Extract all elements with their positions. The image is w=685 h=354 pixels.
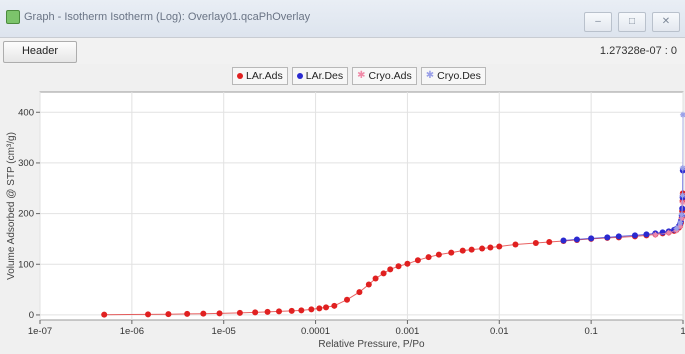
y-tick-label: 300 <box>18 158 34 169</box>
data-point-cryo-des <box>677 219 684 226</box>
y-axis-label: Volume Adsorbed @ STP (cm³/g) <box>6 132 17 280</box>
data-point-lar-ads <box>387 266 394 273</box>
data-point-lar-ads <box>487 244 494 251</box>
data-point-lar-ads <box>165 311 172 318</box>
data-point-lar-ads <box>512 241 519 248</box>
data-point-lar-ads <box>264 308 271 315</box>
chart-legend: LAr.Ads LAr.Des ✱ Cryo.Ads ✱ Cryo.Des <box>232 67 486 85</box>
data-point-lar-des <box>631 232 638 239</box>
data-point-cryo-des <box>679 192 685 199</box>
y-tick-label: 200 <box>18 209 34 220</box>
data-point-lar-ads <box>200 310 207 317</box>
data-point-lar-ads <box>331 302 338 309</box>
cursor-readout: 1.27328e-07 : 0 <box>599 45 677 57</box>
data-point-lar-ads <box>414 257 421 264</box>
data-point-lar-ads <box>184 310 191 317</box>
legend-label: LAr.Des <box>305 70 344 82</box>
legend-circle-marker-icon <box>296 73 303 79</box>
data-point-lar-ads <box>479 245 486 252</box>
legend-star-marker-icon: ✱ <box>357 70 366 81</box>
data-point-lar-ads <box>216 310 223 317</box>
data-point-cryo-ads <box>652 231 659 238</box>
data-point-lar-ads <box>395 263 402 270</box>
data-point-cryo-des <box>679 111 685 118</box>
data-point-lar-ads <box>145 311 152 318</box>
data-point-lar-ads <box>323 304 330 311</box>
minimize-icon[interactable]: – <box>584 12 612 32</box>
x-tick-label: 0.001 <box>396 326 420 337</box>
header-button[interactable]: Header <box>3 41 77 63</box>
legend-item-cryo-ads[interactable]: ✱ Cryo.Ads <box>352 67 417 85</box>
data-point-lar-ads <box>468 246 475 253</box>
data-point-lar-ads <box>276 308 283 315</box>
legend-item-cryo-des[interactable]: ✱ Cryo.Des <box>420 67 486 85</box>
plot-area <box>39 91 684 321</box>
data-point-lar-ads <box>546 238 553 245</box>
data-point-lar-ads <box>404 260 411 267</box>
window-title: Graph - Isotherm Isotherm (Log): Overlay… <box>24 11 311 23</box>
data-point-lar-ads <box>448 249 455 256</box>
data-point-lar-ads <box>459 247 466 254</box>
legend-circle-marker-icon <box>237 73 243 79</box>
toolbar: Header 1.27328e-07 : 0 <box>0 38 685 64</box>
legend-item-lar-ads[interactable]: LAr.Ads <box>232 67 288 85</box>
x-tick-label: 1e-07 <box>28 326 52 337</box>
app-icon <box>6 10 20 24</box>
data-point-lar-ads <box>425 254 432 261</box>
legend-label: Cryo.Ads <box>368 70 412 82</box>
data-point-lar-des <box>604 234 611 241</box>
x-tick-label: 0.0001 <box>301 326 330 337</box>
data-point-lar-ads <box>372 275 379 282</box>
data-point-lar-des <box>573 236 580 243</box>
data-point-cryo-des <box>673 225 680 232</box>
data-point-lar-ads <box>496 243 503 250</box>
data-point-lar-des <box>560 237 567 244</box>
data-point-lar-ads <box>236 309 243 316</box>
data-point-lar-des <box>615 233 622 240</box>
data-point-lar-ads <box>435 251 442 258</box>
x-tick-label: 1 <box>680 326 685 337</box>
legend-star-marker-icon: ✱ <box>425 70 435 81</box>
data-point-lar-des <box>588 235 595 242</box>
y-tick-label: 400 <box>18 107 34 118</box>
x-tick-label: 0.01 <box>490 326 509 337</box>
legend-item-lar-des[interactable]: LAr.Des <box>291 67 349 85</box>
x-axis-label: Relative Pressure, P/Po <box>318 339 425 350</box>
data-point-lar-ads <box>365 281 372 288</box>
data-point-lar-ads <box>288 307 295 314</box>
data-point-lar-ads <box>252 309 259 316</box>
data-point-lar-ads <box>532 239 539 246</box>
data-point-lar-ads <box>380 270 387 277</box>
data-point-lar-ads <box>101 311 108 318</box>
data-point-cryo-des <box>679 165 685 171</box>
data-point-lar-ads <box>316 305 323 312</box>
legend-label: LAr.Ads <box>246 70 283 82</box>
close-icon[interactable]: ✕ <box>652 12 680 32</box>
isotherm-chart[interactable]: 1e-07 1e-06 1e-05 0.0001 0.001 0.01 0.1 1 0 100 20… <box>0 88 685 354</box>
y-tick-label: 0 <box>29 310 34 321</box>
data-point-cryo-des <box>678 211 685 218</box>
data-point-lar-ads <box>298 307 305 314</box>
data-point-cryo-ads <box>677 223 684 230</box>
data-point-cryo-ads <box>678 215 685 222</box>
maximize-icon[interactable]: □ <box>618 12 646 32</box>
x-tick-label: 1e-05 <box>212 326 236 337</box>
data-point-cryo-ads <box>665 229 672 236</box>
data-point-lar-ads <box>356 289 363 296</box>
x-tick-label: 0.1 <box>585 326 598 337</box>
x-tick-label: 1e-06 <box>120 326 144 337</box>
window-titlebar: Graph - Isotherm Isotherm (Log): Overlay… <box>0 0 685 38</box>
data-point-lar-ads <box>308 306 315 313</box>
data-point-lar-ads <box>344 296 351 303</box>
data-point-lar-des <box>643 231 650 238</box>
legend-label: Cryo.Des <box>437 70 481 82</box>
y-tick-label: 100 <box>18 259 34 270</box>
